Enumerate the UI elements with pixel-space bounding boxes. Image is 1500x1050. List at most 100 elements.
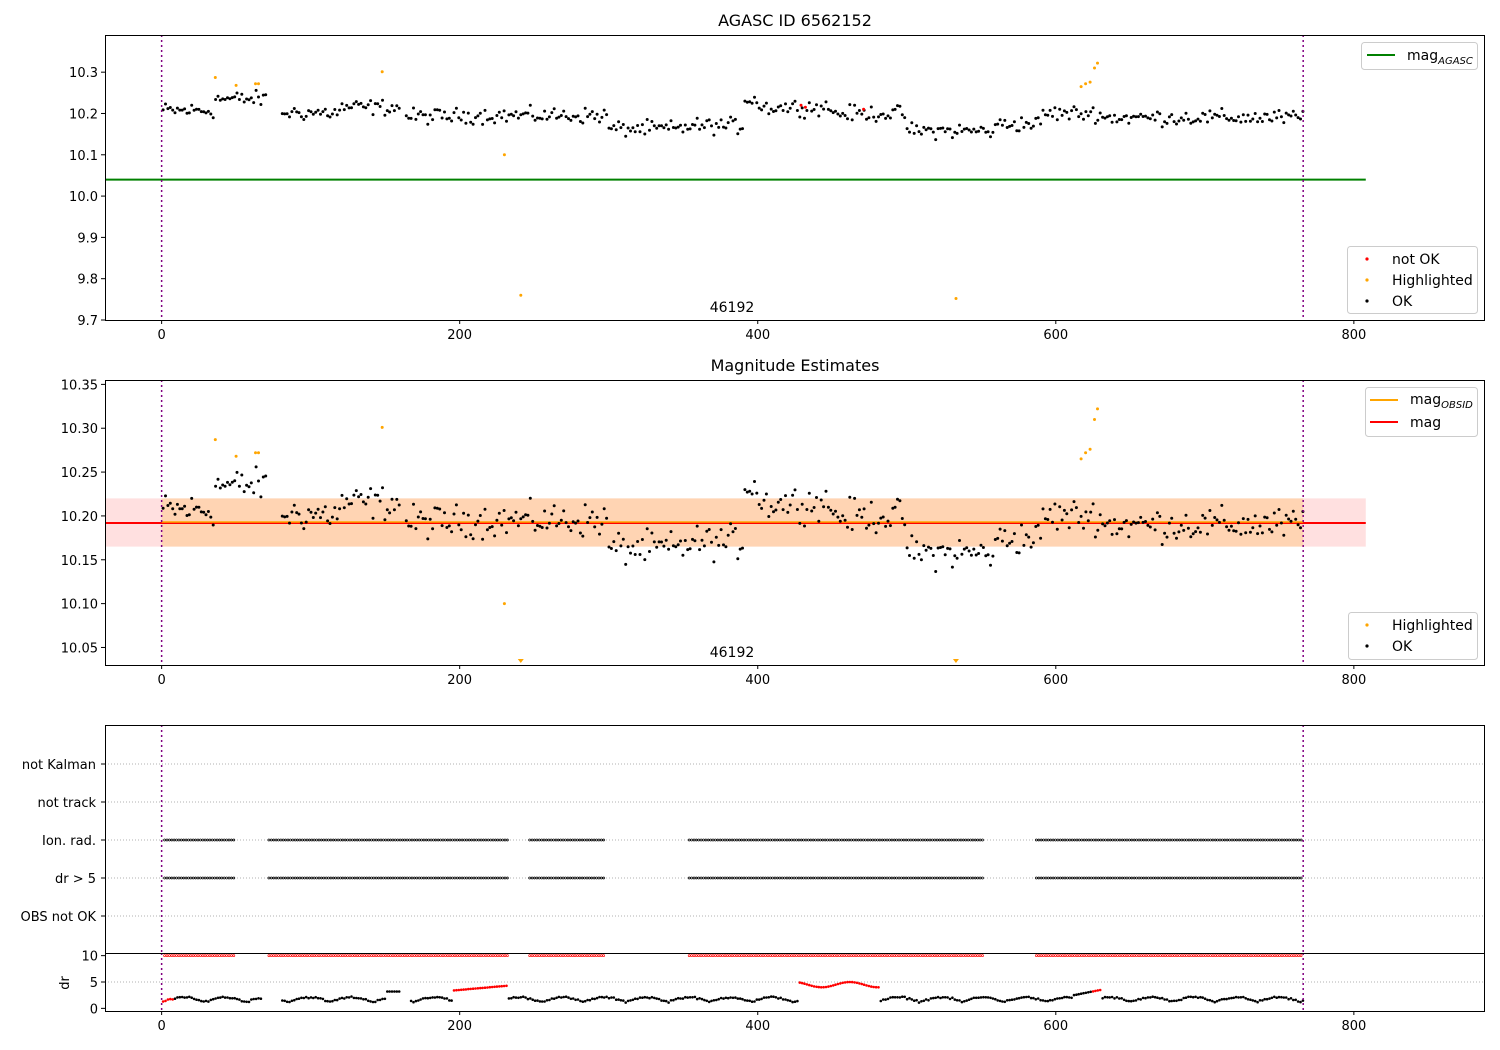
dr-flag-point [496, 954, 500, 957]
dr-flag-point [1144, 954, 1148, 957]
dr-point-flagged [812, 985, 816, 988]
ok-point [590, 510, 594, 514]
ok-point [1146, 116, 1150, 120]
flag-point [1209, 876, 1212, 880]
ok-point [636, 540, 640, 543]
ok-point [860, 515, 864, 519]
dr-point [185, 996, 189, 999]
dr-point [1106, 996, 1109, 999]
ok-point [1115, 532, 1119, 536]
flag-point [690, 876, 693, 880]
dr-point [557, 995, 561, 999]
flag-point [807, 838, 810, 842]
ok-point [187, 513, 191, 517]
ok-point [910, 534, 914, 538]
dr-flag-point [498, 954, 502, 957]
flag-point [1058, 876, 1062, 880]
ok-point [283, 112, 287, 116]
flag-point [587, 876, 591, 880]
ok-point [180, 108, 184, 112]
dr-point [586, 998, 589, 1002]
dr-point [431, 996, 434, 999]
ok-point [1148, 117, 1152, 121]
ok-point [223, 98, 227, 101]
dr-point-flagged [471, 987, 475, 990]
flag-point [1132, 838, 1136, 842]
ok-point [314, 110, 318, 114]
flag-point [336, 838, 340, 842]
ok-point [941, 545, 945, 549]
flag-point [1194, 876, 1198, 880]
dr-point [1048, 998, 1052, 1002]
dr-point [364, 997, 368, 1001]
dr-point [197, 998, 201, 1002]
dr-flag-point [1166, 954, 1169, 957]
flag-point [780, 838, 784, 842]
ok-point [810, 109, 814, 113]
dr-flag-point [795, 954, 798, 957]
ok-point [574, 115, 578, 119]
dr-point-flagged [860, 982, 864, 986]
dr-point [1213, 1000, 1216, 1004]
ok-point [1284, 513, 1288, 517]
ok-point [1210, 116, 1214, 120]
flag-point [869, 838, 872, 842]
panel2-frame [105, 380, 1485, 666]
flag-point [315, 838, 318, 842]
dr-flag-point [199, 954, 202, 957]
flag-point [931, 838, 934, 842]
dr-point [1246, 998, 1250, 1001]
ok-point [791, 102, 795, 106]
ok-point [1172, 531, 1176, 535]
dr-flag-point [838, 954, 841, 957]
dr-point [529, 997, 532, 1000]
dr-point [335, 998, 339, 1002]
highlighted-point [380, 70, 384, 74]
ok-point [1034, 116, 1038, 120]
ok-point [1093, 535, 1097, 539]
dr-point-flagged [166, 998, 170, 1001]
dr-flag-point [1101, 954, 1105, 957]
ok-point [490, 117, 494, 120]
dr-flag-point [351, 954, 354, 957]
flag-point [1240, 838, 1243, 842]
flag-point [902, 838, 906, 842]
dr-point [917, 1001, 921, 1004]
ok-point [221, 97, 225, 101]
ok-point [1260, 531, 1264, 535]
ok-point [357, 495, 361, 499]
flag-point [895, 838, 898, 842]
ok-point [779, 104, 783, 108]
ok-point [881, 112, 885, 116]
flag-point [1142, 838, 1146, 842]
ok-point [447, 116, 451, 120]
dr-flag-point [1261, 954, 1265, 957]
flag-point [374, 838, 378, 842]
ok-point [171, 507, 175, 511]
dr-point-flagged [803, 982, 806, 985]
ok-point [249, 481, 253, 485]
dr-flag-point [1194, 954, 1198, 957]
ok-point [435, 506, 439, 510]
flag-point [587, 838, 591, 842]
dr-point [924, 998, 928, 1001]
dr-flag-point [747, 954, 751, 957]
flag-point [928, 876, 932, 880]
dr-point [953, 998, 957, 1001]
dr-point [1225, 997, 1228, 1001]
ok-point [621, 123, 625, 126]
ok-point [1251, 526, 1255, 530]
ok-point [202, 510, 206, 514]
dr-point [517, 996, 520, 1000]
flag-point [384, 876, 388, 880]
ok-point [1017, 551, 1021, 555]
ok-point [428, 113, 432, 117]
flag-point [795, 876, 798, 880]
legend-marker-ok [1365, 644, 1369, 648]
flag-point [578, 876, 582, 880]
ok-point [1005, 544, 1009, 548]
ok-point [1144, 520, 1147, 523]
ok-point [512, 114, 516, 118]
dr-point [1036, 997, 1040, 1000]
